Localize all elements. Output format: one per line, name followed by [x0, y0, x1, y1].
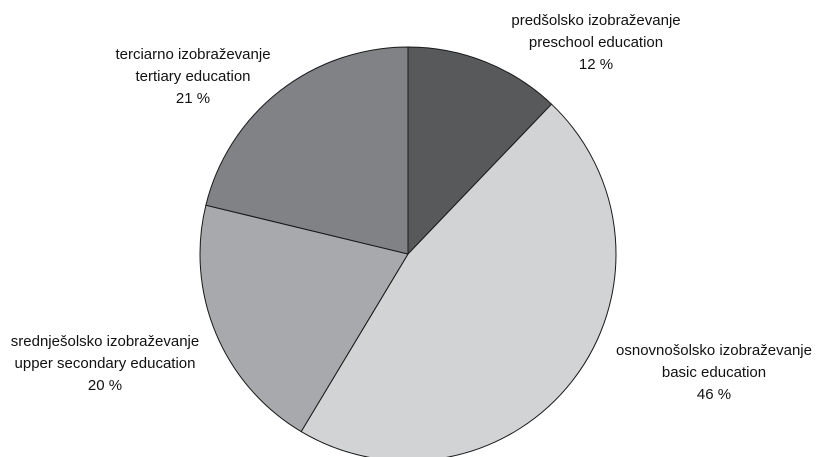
label-tertiary: terciarno izobraževanje tertiary educati…: [115, 46, 270, 107]
label-upper-secondary-en: upper secondary education: [15, 355, 196, 372]
slice-tertiary: [205, 46, 409, 255]
slice-upper-secondary: [199, 204, 409, 433]
label-preschool-en: preschool education: [529, 34, 663, 51]
label-preschool: predšolsko izobraževanje preschool educa…: [511, 12, 680, 73]
slice-basic: [300, 103, 617, 457]
label-tertiary-value: 21 %: [176, 90, 210, 107]
label-upper-secondary-sl: srednješolsko izobraževanje: [11, 333, 199, 350]
pie-slices: [199, 46, 617, 457]
label-basic-value: 46 %: [697, 386, 731, 403]
label-upper-secondary: srednješolsko izobraževanje upper second…: [11, 333, 199, 394]
slice-preschool: [407, 46, 553, 256]
label-preschool-value: 12 %: [579, 56, 613, 73]
label-tertiary-en: tertiary education: [135, 68, 250, 85]
label-preschool-sl: predšolsko izobraževanje: [511, 12, 680, 29]
label-basic-en: basic education: [662, 364, 766, 381]
label-basic: osnovnošolsko izobraževanje basic educat…: [616, 342, 812, 403]
label-tertiary-sl: terciarno izobraževanje: [115, 46, 270, 63]
label-basic-sl: osnovnošolsko izobraževanje: [616, 342, 812, 359]
label-upper-secondary-value: 20 %: [88, 377, 122, 394]
